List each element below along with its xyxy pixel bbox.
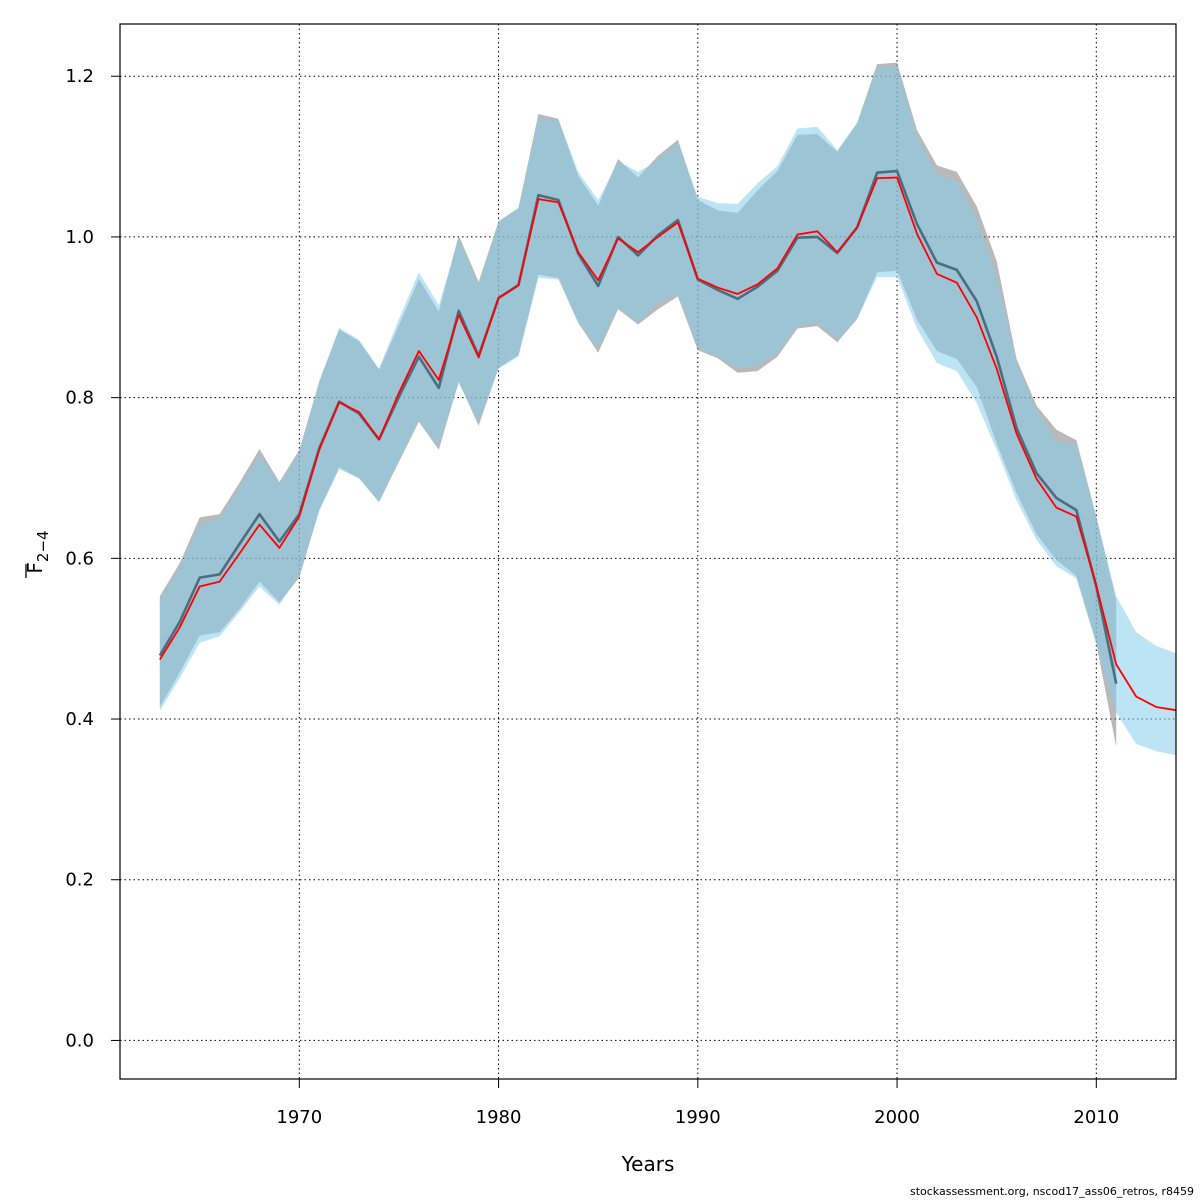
current-assessment-band: [159, 65, 1177, 756]
series-lines: [158, 169, 1177, 712]
source-credit: stockassessment.org, nscod17_ass06_retro…: [909, 1185, 1194, 1198]
x-axis: 1970 1980 1990 2000 2010: [276, 1079, 1119, 1128]
y-tick-label: 0.6: [65, 548, 94, 569]
y-axis: 0.0 0.2 0.4 0.6 0.8 1.0 1.2: [65, 66, 120, 1051]
current-assessment-line: [159, 176, 1177, 712]
plot-frame: [119, 23, 1177, 1080]
y-axis-title-subscript: 2−4: [34, 530, 52, 562]
x-tick-label: 2010: [1073, 1107, 1119, 1128]
x-tick-label: 2000: [874, 1107, 920, 1128]
x-tick-label: 1990: [675, 1107, 721, 1128]
y-tick-label: 0.8: [65, 388, 94, 409]
x-tick-label: 1970: [276, 1107, 322, 1128]
y-tick-label: 0.4: [65, 709, 94, 730]
y-tick-label: 1.2: [65, 66, 94, 87]
y-tick-label: 0.2: [65, 870, 94, 891]
x-tick-label: 1980: [476, 1107, 522, 1128]
confidence-bands: [159, 62, 1177, 756]
y-tick-label: 1.0: [65, 227, 94, 248]
svg-text:F2−4: F2−4: [23, 530, 52, 573]
previous-assessment-band: [159, 62, 1117, 748]
y-axis-title-base: F: [23, 562, 47, 574]
y-tick-label: 0.0: [65, 1030, 94, 1051]
y-axis-title: F2−4: [23, 530, 52, 578]
x-axis-title: Years: [621, 1152, 675, 1176]
